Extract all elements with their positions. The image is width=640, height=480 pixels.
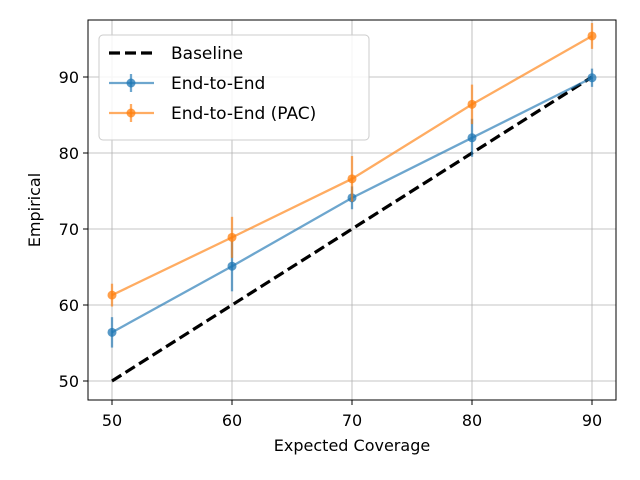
x-tick-label: 70 [342,411,362,430]
y-tick-label: 90 [59,68,79,87]
y-tick-label: 80 [59,144,79,163]
y-axis-label: Empirical [25,173,44,247]
legend-item: Baseline [109,44,243,64]
x-tick-label: 50 [102,411,122,430]
data-point [587,31,597,41]
legend-marker [126,108,136,118]
y-tick-label: 70 [59,220,79,239]
x-tick-label: 80 [462,411,482,430]
data-point [347,174,357,184]
ticks: 50 60 70 80 90 50 60 70 80 90 [59,68,603,430]
data-point [467,99,477,109]
series-line [111,75,593,383]
legend-label: End-to-End (PAC) [171,104,316,124]
legend-label: End-to-End [171,74,265,94]
x-tick-label: 90 [582,411,602,430]
x-axis-label: Expected Coverage [274,436,430,455]
data-point [467,133,477,143]
data-point [227,232,237,242]
data-point [227,261,237,271]
x-tick-label: 60 [222,411,242,430]
legend: Baseline End-to-End End-to-End (PAC) [98,34,370,141]
y-tick-label: 60 [59,296,79,315]
data-point [587,73,597,83]
series-baseline [111,75,593,383]
series-layer [107,23,597,383]
legend-item: End-to-End [109,74,265,94]
legend-item: End-to-End (PAC) [109,104,316,124]
legend-label: Baseline [171,44,243,64]
data-point [107,327,117,337]
y-tick-label: 50 [59,372,79,391]
legend-marker [126,78,136,88]
series-end-to-end-pac [107,23,597,307]
legend-box [98,34,370,141]
data-point [107,290,117,300]
